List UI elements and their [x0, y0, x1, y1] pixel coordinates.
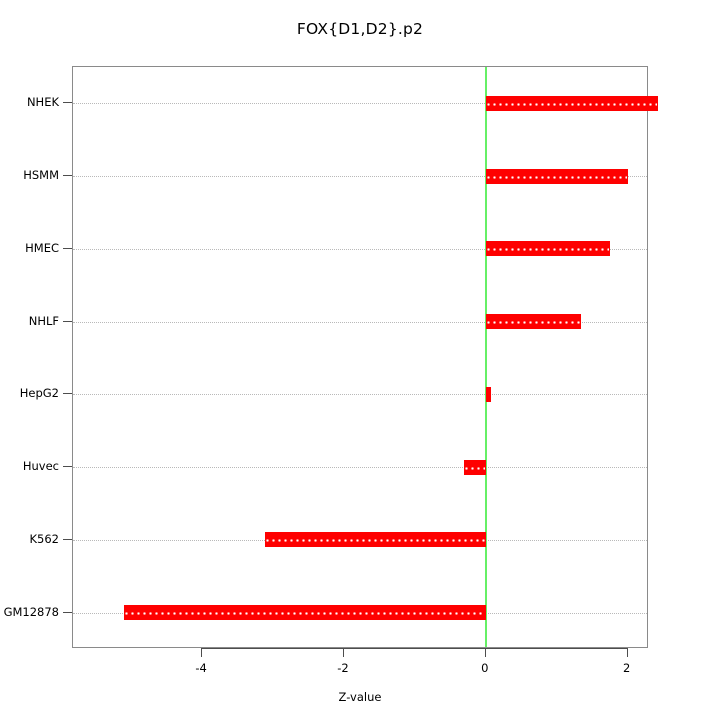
gridline — [73, 321, 647, 323]
x-axis-line — [201, 648, 627, 649]
zero-reference-line — [484, 67, 487, 647]
x-axis-tick-label: -4 — [195, 661, 207, 675]
y-axis-tick-label: HSMM — [23, 168, 59, 183]
y-axis-tick-mark — [63, 611, 72, 613]
gridline — [73, 394, 647, 396]
x-axis-tick-label: 0 — [481, 661, 489, 675]
bar — [463, 459, 486, 475]
y-axis-tick-mark — [63, 320, 72, 322]
y-axis-tick-label: HepG2 — [19, 386, 59, 401]
x-axis-tick-mark — [626, 648, 628, 657]
gridline — [73, 103, 647, 105]
y-axis-tick-label: K562 — [29, 531, 60, 546]
x-axis-title: Z-value — [338, 690, 382, 704]
gridline — [73, 248, 647, 250]
x-axis-tick-mark — [201, 648, 203, 657]
x-axis-tick-mark — [342, 648, 344, 657]
y-axis-tick-mark — [63, 466, 72, 468]
x-axis-tick-label: 2 — [623, 661, 631, 675]
bar — [485, 241, 610, 257]
y-axis-tick-mark — [63, 102, 72, 104]
x-axis: Z-value -4 -2 0 2 — [0, 648, 720, 720]
x-axis-tick-mark — [484, 648, 486, 657]
y-axis-tick-mark — [63, 175, 72, 177]
bar — [124, 605, 486, 621]
y-axis-tick-mark — [63, 393, 72, 395]
bar — [485, 95, 658, 111]
bar — [485, 168, 629, 184]
gridline — [73, 467, 647, 469]
y-axis: GM12878 K562 Huvec HepG2 NHLF HMEC HSMM NHEK — [0, 0, 72, 720]
bar — [485, 314, 581, 330]
chart-title: FOX{D1,D2}.p2 — [296, 20, 424, 38]
gridline — [73, 176, 647, 178]
y-axis-tick-label: GM12878 — [3, 604, 59, 619]
y-axis-tick-mark — [63, 538, 72, 540]
x-axis-tick-label: -2 — [337, 661, 349, 675]
y-axis-tick-label: HMEC — [25, 240, 59, 255]
y-axis-tick-label: Huvec — [22, 459, 59, 474]
bar — [265, 532, 486, 548]
y-axis-tick-mark — [63, 247, 72, 249]
y-axis-tick-label: NHEK — [26, 95, 59, 110]
y-axis-tick-label: NHLF — [28, 313, 59, 328]
plot-area — [72, 66, 658, 648]
bar — [485, 386, 491, 402]
